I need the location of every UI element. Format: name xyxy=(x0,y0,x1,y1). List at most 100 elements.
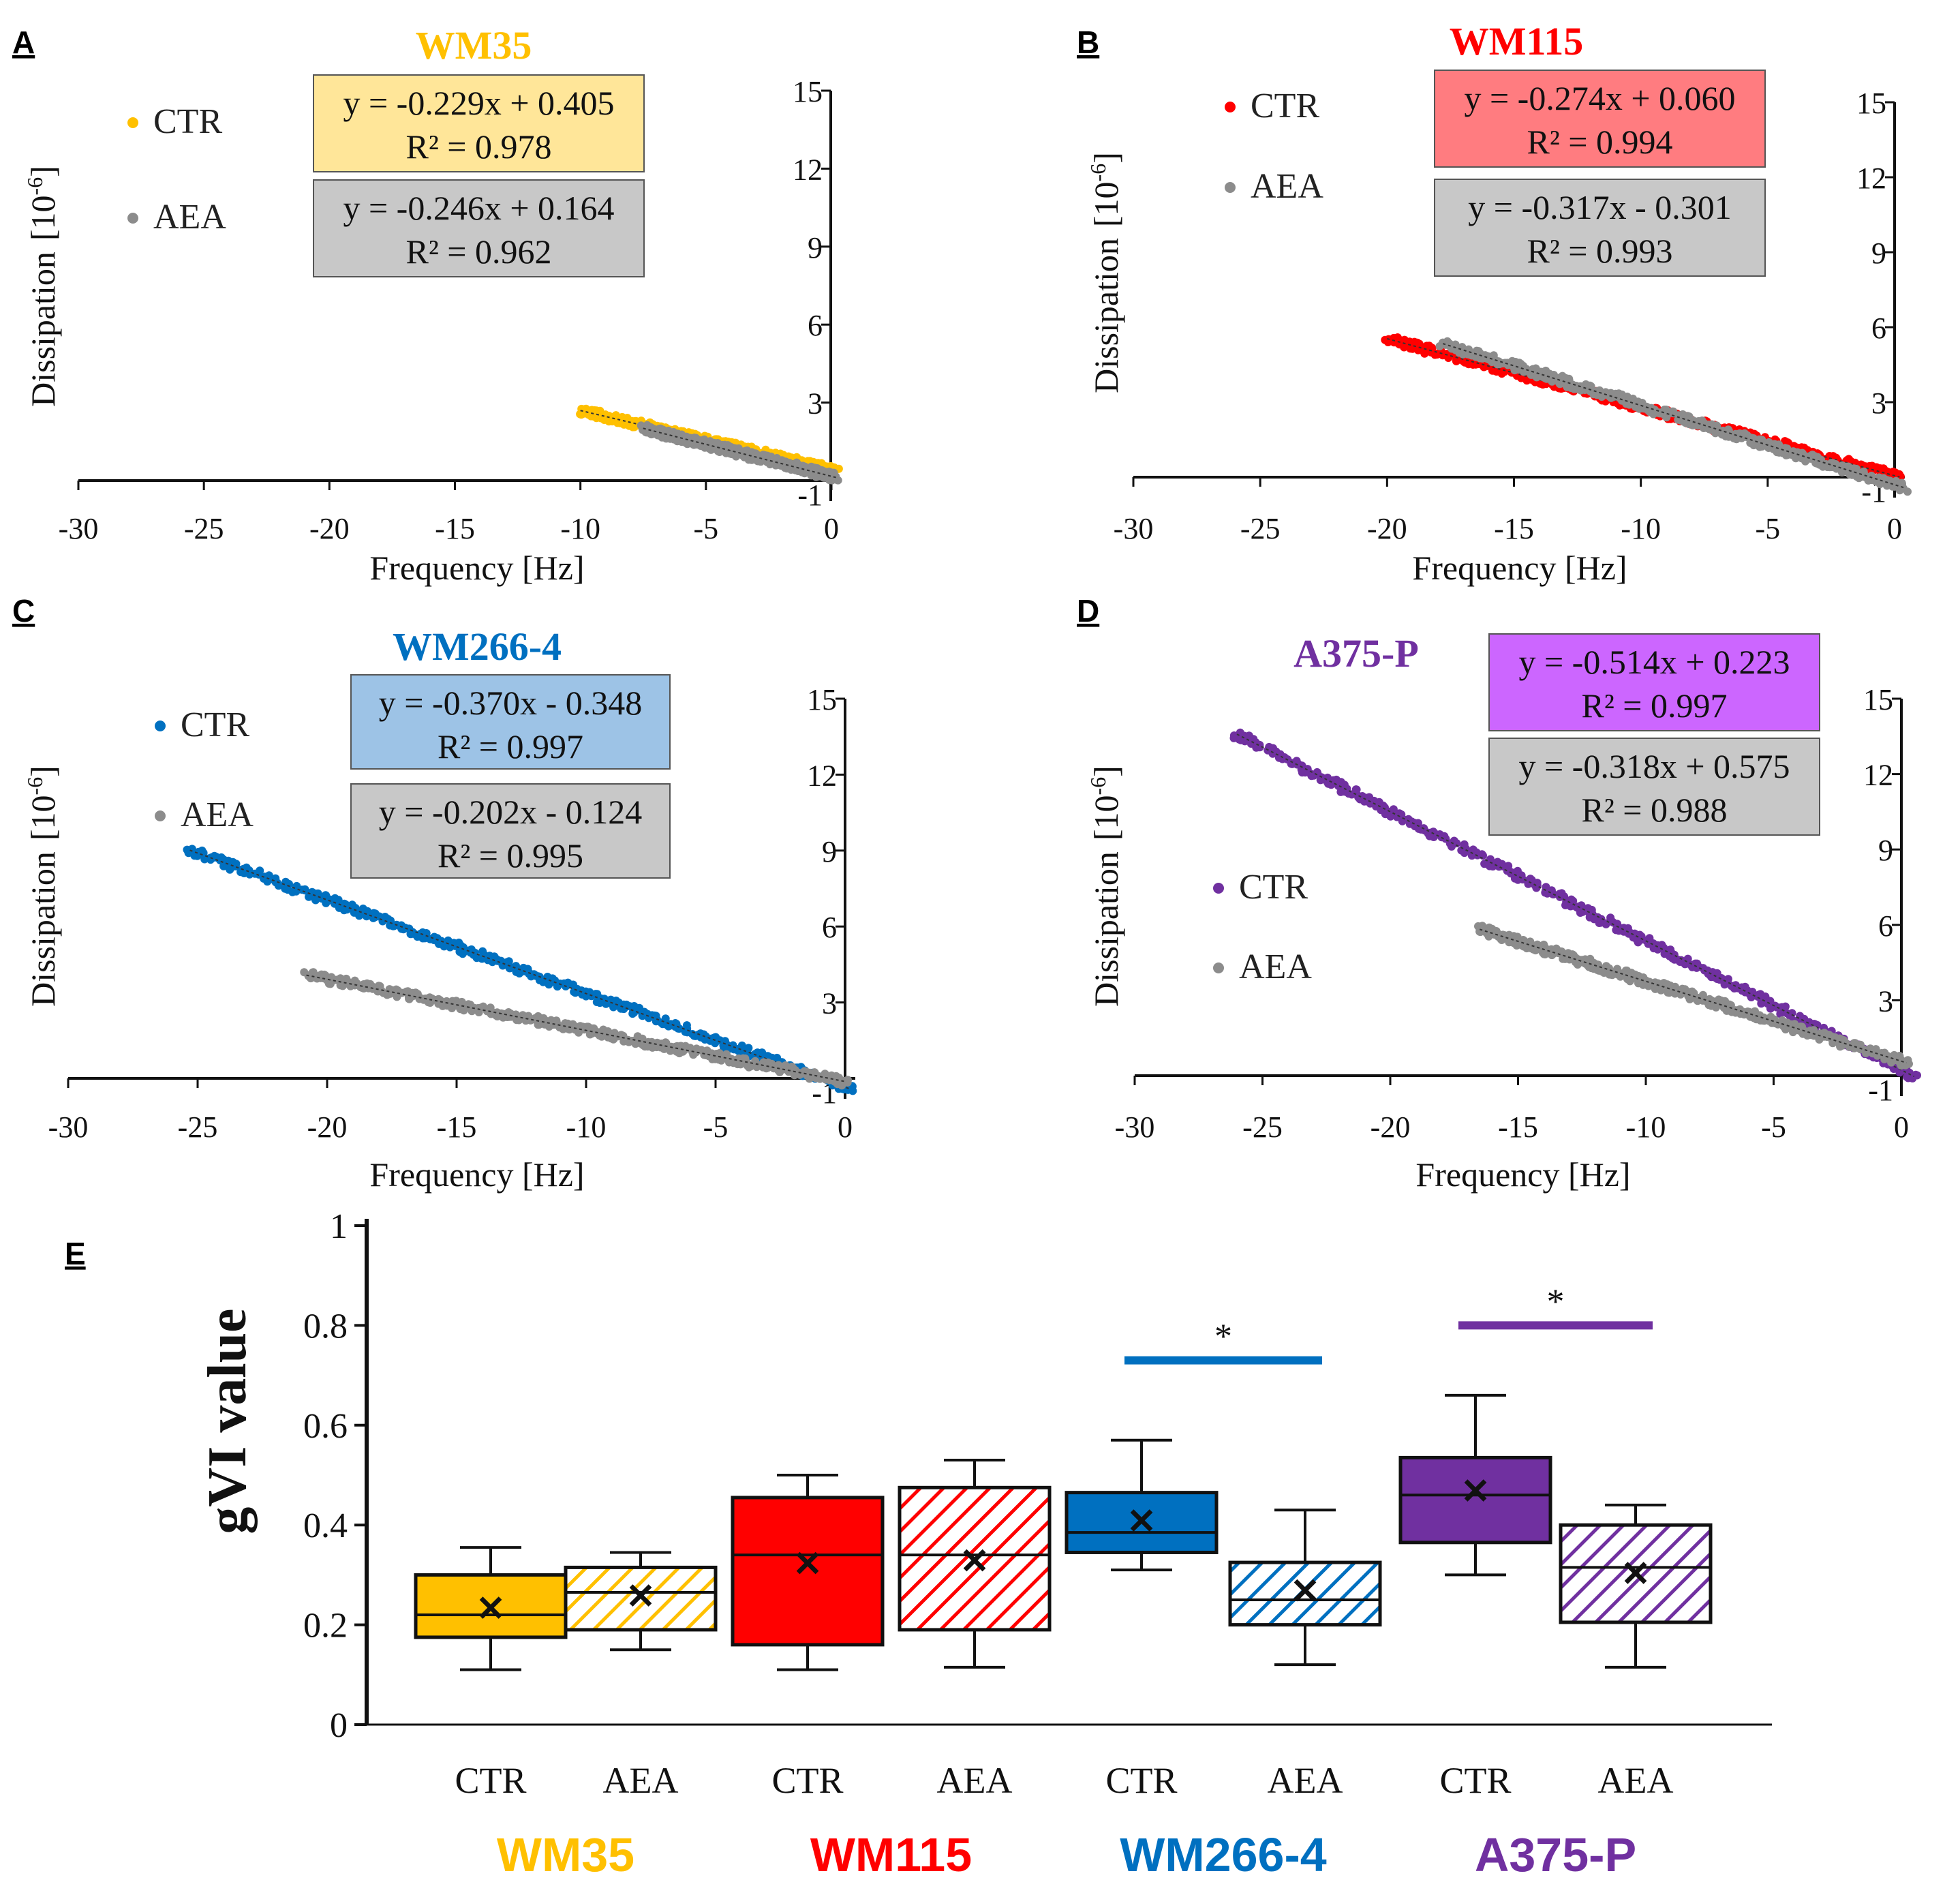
y-axis-label-close: ] xyxy=(1087,765,1125,777)
y-tick-label: 15 xyxy=(807,683,837,716)
panel-letter: C xyxy=(12,593,35,628)
mean-marker: ✕ xyxy=(626,1577,656,1616)
data-point xyxy=(1541,950,1550,958)
r-squared-value: R² = 0.997 xyxy=(438,727,583,765)
data-point xyxy=(1479,851,1487,860)
y-tick-label: 0.4 xyxy=(303,1506,348,1545)
r-squared-value: R² = 0.962 xyxy=(405,232,551,271)
category-label: AEA xyxy=(603,1760,679,1801)
box-body xyxy=(1398,1455,1552,1545)
r-squared-value: R² = 0.997 xyxy=(1581,686,1727,725)
chart-title: WM266-4 xyxy=(393,624,562,669)
y-axis-label-exponent: -6 xyxy=(1086,777,1110,795)
significance-star: * xyxy=(1547,1282,1565,1321)
mean-marker: ✕ xyxy=(793,1545,823,1584)
x-tick-label: -15 xyxy=(1498,1110,1538,1144)
group-label: WM266-4 xyxy=(1120,1828,1326,1881)
data-point xyxy=(596,999,604,1007)
data-point xyxy=(1776,1010,1785,1018)
data-point xyxy=(1486,855,1495,864)
x-tick-label: -15 xyxy=(437,1110,477,1144)
y-tick-label: 15 xyxy=(1856,87,1886,120)
data-point xyxy=(1669,409,1678,418)
box-body xyxy=(1228,1560,1382,1627)
trendline xyxy=(1442,343,1905,489)
y-axis-label: Dissipation [10-6] xyxy=(1086,765,1125,1007)
y-tick-label: 0.2 xyxy=(303,1607,348,1646)
x-tick-label: -25 xyxy=(178,1110,218,1144)
category-label: CTR xyxy=(1105,1760,1177,1801)
box-body xyxy=(564,1565,718,1632)
trendline-equation: y = -0.229x + 0.405 xyxy=(343,84,614,122)
y-axis-label: Dissipation [10-6] xyxy=(22,166,62,407)
x-tick-label: -5 xyxy=(1756,512,1781,545)
legend-marker xyxy=(155,810,166,821)
trendline xyxy=(1479,928,1907,1064)
x-tick-label: 0 xyxy=(1887,512,1902,545)
equation-box xyxy=(1434,179,1766,277)
box-aea: ✕ xyxy=(898,1459,1052,1669)
box-body xyxy=(414,1573,568,1639)
x-tick-label: -20 xyxy=(309,512,350,545)
data-point xyxy=(1625,977,1634,986)
category-label: CTR xyxy=(1439,1760,1511,1801)
data-point xyxy=(664,1022,673,1031)
y-tick-label: 9 xyxy=(1878,834,1893,867)
x-axis-label: Frequency [Hz] xyxy=(1415,1155,1630,1194)
trendline xyxy=(1236,733,1915,1078)
data-point xyxy=(555,1023,564,1032)
x-tick-label: -10 xyxy=(1626,1110,1666,1144)
x-tick-label: -30 xyxy=(59,512,99,545)
equation-box xyxy=(1488,738,1820,836)
data-point xyxy=(1336,787,1345,796)
data-point xyxy=(458,950,467,958)
box-aea: ✕ xyxy=(1559,1503,1713,1669)
trendline-equation: y = -0.202x - 0.124 xyxy=(379,793,643,831)
trendline-equation: y = -0.274x + 0.060 xyxy=(1464,79,1735,117)
data-point xyxy=(342,905,351,914)
x-tick-label: -25 xyxy=(184,512,224,545)
data-point xyxy=(326,980,335,988)
box-body xyxy=(1065,1491,1219,1554)
equation-box xyxy=(313,74,645,172)
legend-label: AEA xyxy=(1251,167,1323,206)
x-tick-label: -30 xyxy=(1114,512,1154,545)
legend-label: CTR xyxy=(153,102,222,141)
data-point xyxy=(1362,793,1371,802)
legend-marker xyxy=(127,117,138,128)
mean-marker: ✕ xyxy=(1127,1503,1157,1542)
trendline-equation: y = -0.317x - 0.301 xyxy=(1468,188,1732,226)
trendline-equation: y = -0.370x - 0.348 xyxy=(379,684,643,722)
y-tick-label: 12 xyxy=(807,759,837,792)
x-tick-label: -30 xyxy=(1115,1110,1155,1144)
panel-b: B WM115 -30 -25 -20 -15 -10 -5 01512963-1Frequ… xyxy=(1077,19,1912,587)
y-tick-label: 6 xyxy=(1878,909,1893,943)
data-point xyxy=(1777,1003,1786,1012)
data-point xyxy=(774,1066,783,1075)
data-point xyxy=(534,1020,542,1029)
y-tick-label: 6 xyxy=(822,911,837,944)
series-aea xyxy=(300,968,852,1090)
equation-box xyxy=(1488,633,1820,731)
chart-title: A375-P xyxy=(1293,631,1419,676)
data-point xyxy=(1724,427,1733,435)
y-tick-label: 6 xyxy=(808,309,823,342)
equation-box xyxy=(1434,70,1766,168)
data-point xyxy=(1497,860,1506,868)
data-point xyxy=(1559,954,1567,963)
data-point xyxy=(232,860,241,868)
legend-label: AEA xyxy=(181,795,254,834)
x-tick-label: 0 xyxy=(824,512,839,545)
trendline xyxy=(189,849,851,1090)
r-squared-value: R² = 0.994 xyxy=(1527,123,1672,161)
x-tick-label: -5 xyxy=(694,512,719,545)
y-tick-label: 0.8 xyxy=(303,1307,348,1346)
y-axis-label-close: ] xyxy=(1087,152,1125,164)
legend-label: CTR xyxy=(181,706,249,744)
legend-marker xyxy=(127,213,138,224)
box-ctr: ✕ xyxy=(731,1474,885,1671)
chart-title: WM35 xyxy=(416,23,532,67)
y-tick-label: -1 xyxy=(1868,1074,1893,1107)
mean-marker: ✕ xyxy=(960,1543,990,1581)
